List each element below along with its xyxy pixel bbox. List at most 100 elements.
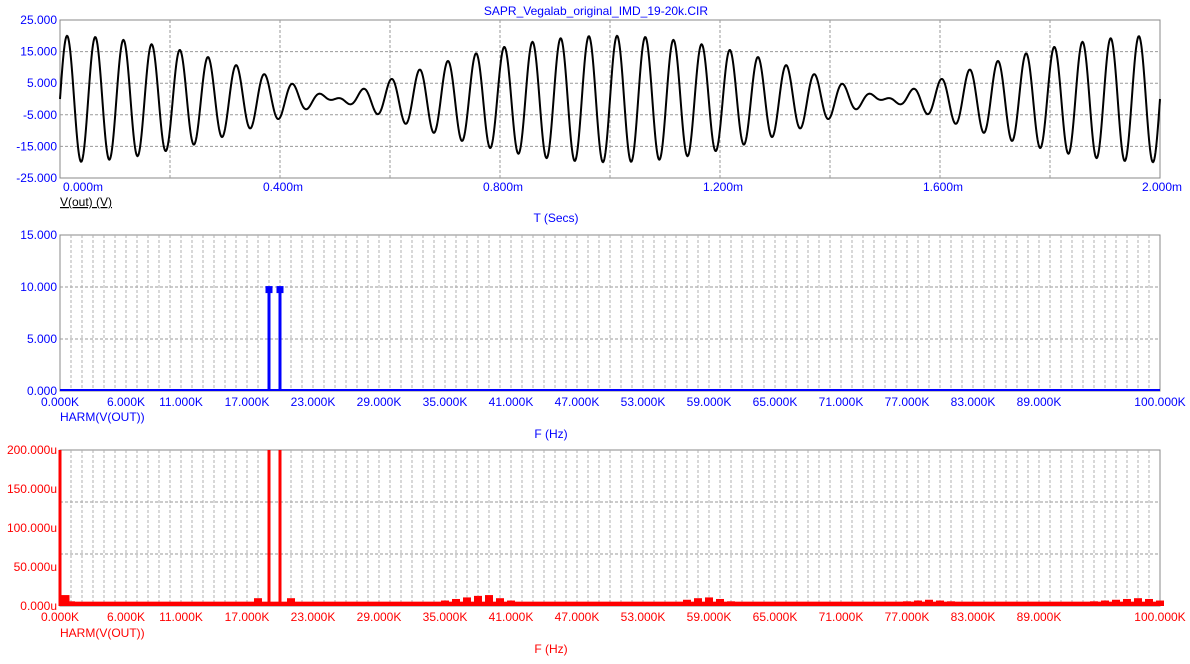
circuit-title: SAPR_Vegalab_original_IMD_19-20k.CIR (484, 4, 708, 18)
x-tick-label: 23.000K (291, 395, 336, 409)
x-tick-label: 53.000K (621, 395, 666, 409)
spectrum-bar (716, 598, 724, 606)
spectrum-bar (958, 602, 966, 606)
x-tick-label: 47.000K (555, 610, 600, 624)
x-tick-label: 6.000K (107, 610, 145, 624)
x-tick-label: 6.000K (107, 395, 145, 409)
x-tick-label: 71.000K (819, 610, 864, 624)
x-tick-label: 1.200m (703, 180, 743, 194)
x-tick-label: 35.000K (423, 610, 468, 624)
x-tick-label: 0.400m (263, 180, 303, 194)
y-tick-label: 0.000u (20, 599, 57, 613)
x-tick-label: 17.000K (225, 610, 270, 624)
x-tick-label: 65.000K (753, 610, 798, 624)
y-tick-label: 15.000 (20, 228, 57, 242)
spectrum-bar (298, 602, 306, 606)
spectrum-bar (441, 600, 449, 606)
x-tick-label: 29.000K (357, 610, 402, 624)
x-tick-label: 17.000K (225, 395, 270, 409)
y-tick-label: 200.000u (7, 443, 57, 457)
x-ticks-spectrum-zoom: 0.000K 6.000K 11.000K 17.000K 23.000K 29.000K… (41, 610, 1186, 624)
spectrum-bar (694, 598, 702, 606)
x-tick-label: 23.000K (291, 610, 336, 624)
y-tick-label: 10.000 (20, 280, 57, 294)
x-tick-label: 41.000K (489, 610, 534, 624)
trace-label-time: V(out) (V) (60, 195, 112, 209)
spectrum-bar (267, 450, 271, 606)
y-tick-label: 15.000 (20, 45, 57, 59)
y-ticks-time: 25.000 15.000 5.000 -5.000 -15.000 -25.000 (16, 13, 57, 185)
spectrum-bar-marker (265, 286, 273, 294)
spectrum-bar (278, 450, 282, 606)
x-tick-label: 100.000K (1134, 610, 1185, 624)
spectrum-bar (1090, 601, 1098, 606)
x-tick-label: 11.000K (159, 610, 203, 624)
grid-spectrum-zoom (60, 450, 1160, 606)
spectrum-baseline (60, 389, 1160, 391)
spectrum-bar (529, 602, 537, 606)
x-ticks-time: 0.000m 0.400m 0.800m 1.200m 1.600m 2.000m (63, 180, 1182, 194)
x-tick-label: 11.000K (159, 395, 203, 409)
x-tick-label: 83.000K (951, 395, 996, 409)
spectrum-bar (278, 289, 282, 391)
spectrum-bar (683, 599, 691, 606)
grid-spectrum (60, 235, 1160, 391)
x-tick-label: 77.000K (885, 610, 930, 624)
spectrum-bar (67, 601, 75, 606)
spectrum-bar (58, 450, 62, 606)
x-axis-label-spectrum-zoom: F (Hz) (534, 642, 567, 656)
spectrum-bar (452, 598, 460, 606)
x-axis-label-time: T (Secs) (533, 211, 578, 225)
y-tick-label: -25.000 (16, 171, 57, 185)
spectrum-bar (254, 598, 262, 606)
x-ticks-spectrum: 0.000K 6.000K 11.000K 17.000K 23.000K 29.000K… (41, 395, 1186, 409)
x-tick-label: 83.000K (951, 610, 996, 624)
y-tick-label: 100.000u (7, 521, 57, 535)
x-tick-label: 59.000K (687, 395, 732, 409)
x-tick-label: 89.000K (1017, 610, 1062, 624)
spectrum-bar (1079, 602, 1087, 606)
y-ticks-spectrum-zoom: 200.000u 150.000u 100.000u 50.000u 0.000u (7, 443, 57, 613)
spectrum-bar (1123, 598, 1131, 606)
x-tick-label: 35.000K (423, 395, 468, 409)
x-tick-label: 0.000K (41, 395, 79, 409)
x-tick-label: 0.000K (41, 610, 79, 624)
spectrum-bar (518, 602, 526, 606)
spectrum-bars (60, 286, 1160, 391)
x-tick-label: 89.000K (1017, 395, 1062, 409)
x-tick-label: 59.000K (687, 610, 732, 624)
spectrum-bar (936, 600, 944, 606)
spectrum-bar (61, 595, 70, 606)
spectrum-bar (892, 602, 900, 606)
grid-time (60, 20, 1160, 178)
spectrum-zoom-bars (58, 450, 1164, 606)
vout-trace (59, 34, 1161, 164)
x-tick-label: 47.000K (555, 395, 600, 409)
x-tick-label: 2.000m (1142, 180, 1182, 194)
x-tick-label: 0.000m (63, 180, 103, 194)
spectrum-bar (727, 601, 735, 606)
spectrum-bar-marker (276, 286, 284, 294)
y-tick-label: -15.000 (16, 139, 57, 153)
spectrum-bar (947, 601, 955, 606)
spectrum-bar (1156, 600, 1164, 606)
spectrum-bar (243, 602, 251, 606)
x-tick-label: 1.600m (923, 180, 963, 194)
spectrum-baseline (60, 601, 1160, 606)
y-ticks-spectrum: 15.000 10.000 5.000 0.000 (20, 228, 57, 398)
x-tick-label: 53.000K (621, 610, 666, 624)
x-tick-label: 100.000K (1134, 395, 1185, 409)
x-tick-label: 71.000K (819, 395, 864, 409)
x-tick-label: 29.000K (357, 395, 402, 409)
x-tick-label: 41.000K (489, 395, 534, 409)
trace-label-spectrum-zoom: HARM(V(OUT)) (60, 626, 145, 640)
y-tick-label: 25.000 (20, 13, 57, 27)
spectrum-bar (287, 598, 295, 606)
spectrum-bar (903, 601, 911, 606)
x-axis-label-spectrum: F (Hz) (534, 427, 567, 441)
x-tick-label: 65.000K (753, 395, 798, 409)
spectrum-bar (507, 600, 515, 606)
spectrum-bar (925, 599, 933, 606)
